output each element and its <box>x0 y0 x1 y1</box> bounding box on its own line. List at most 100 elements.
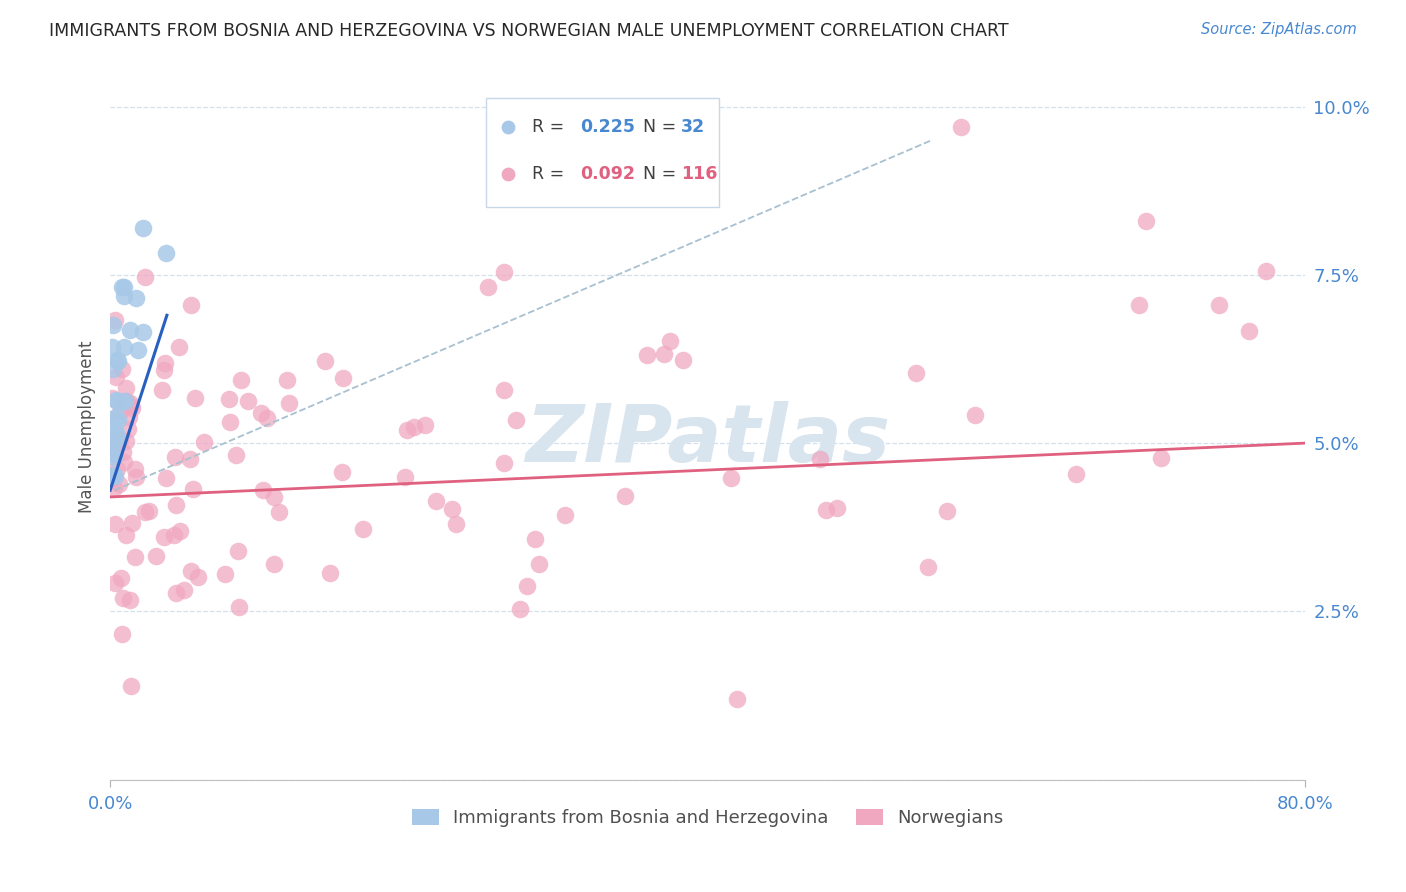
Point <box>152 362 174 376</box>
Point <box>101 318 124 332</box>
Point <box>112 340 135 354</box>
Point <box>103 441 125 455</box>
Point <box>112 279 135 293</box>
Point <box>725 691 748 706</box>
Point <box>269 505 291 519</box>
Point <box>1135 214 1157 228</box>
Text: R =: R = <box>531 165 569 183</box>
Point <box>505 413 527 427</box>
Point <box>112 445 135 459</box>
Point <box>155 246 177 260</box>
Point <box>152 530 174 544</box>
Text: IMMIGRANTS FROM BOSNIA AND HERZEGOVINA VS NORWEGIAN MALE UNEMPLOYMENT CORRELATIO: IMMIGRANTS FROM BOSNIA AND HERZEGOVINA V… <box>49 22 1010 40</box>
Point <box>104 424 127 438</box>
Point <box>110 571 132 585</box>
Point <box>120 396 142 410</box>
Point <box>492 383 515 397</box>
Point <box>105 410 128 425</box>
Point <box>112 455 135 469</box>
Text: N =: N = <box>633 165 682 183</box>
Point <box>228 599 250 614</box>
Point <box>105 461 128 475</box>
Point <box>477 280 499 294</box>
Point <box>250 406 273 420</box>
Point <box>101 470 124 484</box>
Point <box>554 508 576 522</box>
Point <box>1237 325 1260 339</box>
Point <box>314 353 336 368</box>
Point <box>115 434 138 449</box>
Legend: Immigrants from Bosnia and Herzegovina, Norwegians: Immigrants from Bosnia and Herzegovina, … <box>405 802 1011 834</box>
Point <box>179 451 201 466</box>
Point <box>118 323 141 337</box>
Point <box>936 504 959 518</box>
Point <box>105 394 128 409</box>
Point <box>193 435 215 450</box>
Point <box>110 433 132 447</box>
Point <box>492 456 515 470</box>
Text: 116: 116 <box>682 165 717 183</box>
Point <box>107 432 129 446</box>
Point <box>494 265 516 279</box>
Text: N =: N = <box>633 119 682 136</box>
Point <box>125 291 148 305</box>
Point <box>100 446 122 460</box>
Point <box>319 566 342 580</box>
Point <box>218 392 240 406</box>
Point <box>219 415 242 429</box>
Point <box>226 544 249 558</box>
Point <box>652 347 675 361</box>
Point <box>950 120 973 134</box>
Point <box>131 325 153 339</box>
Point <box>404 420 426 434</box>
Point <box>165 450 187 464</box>
Point <box>124 462 146 476</box>
Point <box>120 399 142 413</box>
FancyBboxPatch shape <box>486 98 720 207</box>
Point <box>118 410 141 425</box>
Point <box>231 373 253 387</box>
Point <box>111 362 134 376</box>
Point <box>121 516 143 531</box>
Point <box>169 524 191 538</box>
Point <box>114 381 136 395</box>
Point <box>111 280 134 294</box>
Point <box>332 371 354 385</box>
Point <box>134 505 156 519</box>
Point <box>101 340 124 354</box>
Point <box>1128 298 1150 312</box>
Point <box>441 501 464 516</box>
Point <box>263 557 285 571</box>
Point <box>1066 467 1088 482</box>
Point <box>252 483 274 498</box>
Point <box>184 391 207 405</box>
Point <box>263 490 285 504</box>
Point <box>1150 451 1173 466</box>
Point <box>107 413 129 427</box>
Point <box>814 502 837 516</box>
Point <box>167 340 190 354</box>
Point <box>111 591 134 605</box>
Point <box>352 522 374 536</box>
Point <box>121 401 143 415</box>
Point <box>394 470 416 484</box>
Point <box>917 560 939 574</box>
Point <box>115 394 138 409</box>
Point <box>111 394 134 409</box>
Point <box>105 370 128 384</box>
Text: 0.225: 0.225 <box>579 119 634 136</box>
Text: R =: R = <box>531 119 569 136</box>
Point <box>108 405 131 419</box>
Point <box>187 570 209 584</box>
Point <box>214 567 236 582</box>
Point <box>278 396 301 410</box>
Point <box>103 433 125 447</box>
Point <box>965 408 987 422</box>
Point <box>173 582 195 597</box>
Point <box>614 489 637 503</box>
Point <box>162 527 184 541</box>
Point <box>101 444 124 458</box>
Point <box>180 297 202 311</box>
Point <box>425 493 447 508</box>
Point <box>165 498 187 512</box>
